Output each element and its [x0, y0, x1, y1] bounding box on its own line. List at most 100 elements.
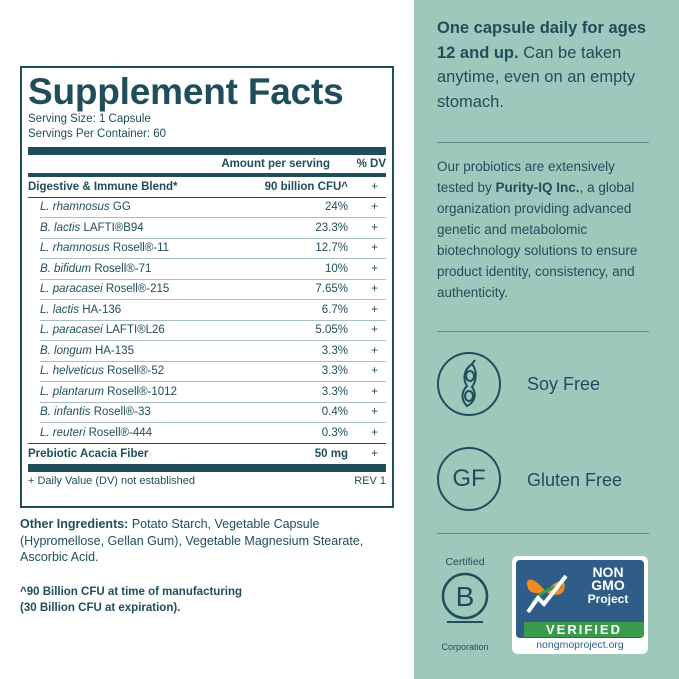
facts-footer: + Daily Value (DV) not established REV 1	[28, 472, 386, 490]
ingredient-name: L. rhamnosus GG	[40, 201, 325, 213]
facts-row: B. bifidum Rosell®-71 10% +	[40, 259, 386, 280]
species-name: L. paracasei	[40, 324, 103, 337]
species-name: L. reuteri	[40, 426, 86, 439]
ingredient-dv: +	[371, 180, 378, 193]
species-name: L. rhamnosus	[40, 201, 110, 214]
facts-row: B. lactis LAFTI®B94 23.3% +	[40, 218, 386, 239]
species-name: B. longum	[40, 344, 92, 357]
facts-row: Prebiotic Acacia Fiber 50 mg +	[28, 444, 386, 465]
soy-free-badge	[437, 352, 501, 416]
facts-row: L. reuteri Rosell®-444 0.3% +	[28, 423, 386, 444]
ingredient-amount: 90 billion CFU^	[264, 180, 348, 193]
left-panel	[0, 0, 414, 679]
species-name: L. paracasei	[40, 283, 103, 296]
non-gmo-badge: NON GMO Project VERIFIED	[516, 560, 644, 638]
other-ingredients: Other Ingredients: Potato Starch, Vegeta…	[20, 516, 400, 566]
ingredient-amount: 5.05%	[315, 324, 348, 337]
ingredient-amount: 3.3%	[321, 385, 348, 398]
ingredient-dv: +	[371, 262, 378, 275]
ingredient-name: L. plantarum Rosell®-1012	[40, 386, 322, 398]
strain-name: Rosell®-33	[90, 406, 151, 419]
species-name: B. lactis	[40, 221, 81, 234]
butterfly-icon	[526, 574, 568, 614]
strain-name: HA-135	[91, 344, 134, 357]
gluten-free-label: Gluten Free	[527, 470, 623, 490]
bcorp-letter: B	[456, 581, 475, 612]
ingredient-name: L. helveticus Rosell®-52	[40, 365, 322, 377]
dosage-rest: Can be taken anytime, even on an empty s…	[437, 43, 636, 111]
ingredient-name: B. bifidum Rosell®-71	[40, 263, 325, 275]
ingredient-name: B. longum HA-135	[40, 345, 322, 357]
facts-row: L. lactis HA-136 6.7% +	[40, 300, 386, 321]
ingredient-amount: 3.3%	[321, 365, 348, 378]
ingredient-amount: 0.4%	[321, 406, 348, 419]
ingredient-dv: +	[371, 242, 378, 255]
ingredient-dv: +	[371, 221, 378, 234]
divider-1	[437, 142, 649, 143]
facts-row: L. helveticus Rosell®-52 3.3% +	[40, 362, 386, 382]
soybean-pod-icon	[461, 359, 477, 408]
facts-row: L. plantarum Rosell®-1012 3.3% +	[40, 382, 386, 403]
ingredient-amount: 3.3%	[321, 344, 348, 357]
ngmo-url: nongmoproject.org	[536, 639, 624, 651]
ingredient-dv: +	[371, 201, 378, 214]
facts-row: Digestive & Immune Blend* 90 billion CFU^…	[28, 177, 386, 198]
facts-row: L. paracasei Rosell®-215 7.65% +	[40, 280, 386, 300]
species-name: L. plantarum	[40, 385, 104, 398]
ingredient-dv: +	[371, 324, 378, 337]
ingredient-name: L. paracasei LAFTI®L26	[40, 324, 315, 336]
ingredient-dv: +	[371, 426, 378, 439]
testing-pre: Our probiotics are extensively tested by	[437, 159, 615, 195]
servings-per-container: Servings Per Container: 60	[28, 128, 167, 140]
gluten-free-badge: GF	[437, 447, 501, 511]
facts-rows: Digestive & Immune Blend* 90 billion CFU^…	[28, 177, 386, 464]
divider-2	[437, 331, 649, 332]
ingredient-amount: 23.3%	[315, 221, 348, 234]
ngmo-project: Project	[587, 592, 629, 606]
ingredient-dv: +	[371, 344, 378, 357]
strain-name: LAFTI®B94	[80, 221, 144, 234]
ingredient-amount: 12.7%	[315, 242, 348, 255]
dosage-bold: One capsule daily for ages 12 and up.	[437, 19, 647, 62]
species-name: L. helveticus	[40, 365, 104, 378]
strain-name: Rosell®-11	[109, 242, 170, 255]
cfu-note-line-1: ^90 Billion CFU at time of manufacturing	[20, 586, 243, 598]
ingredient-dv: +	[371, 283, 378, 296]
ingredient-amount: 6.7%	[321, 303, 348, 316]
testing-bold: Purity-IQ Inc.	[495, 180, 580, 195]
ingredient-amount: 50 mg	[314, 447, 348, 460]
ingredient-dv: +	[371, 365, 378, 378]
facts-row: L. rhamnosus GG 24% +	[40, 198, 386, 218]
ngmo-title-gmo: GMO	[591, 577, 625, 593]
other-ingredients-text: Potato Starch, Vegetable Capsule (Hyprom…	[20, 517, 364, 564]
facts-row: L. paracasei LAFTI®L26 5.05% +	[40, 321, 386, 341]
ingredient-name: B. lactis LAFTI®B94	[40, 222, 315, 234]
testing-text: Our probiotics are extensively tested by…	[437, 156, 655, 303]
bcorp-certified-text: Certified	[445, 556, 485, 568]
strain-name: Rosell®-52	[103, 365, 165, 378]
non-gmo-project-logo: NON GMO Project VERIFIED nongmoproject.o…	[512, 556, 648, 654]
gf-icon: GF	[452, 465, 486, 492]
dosage-text: One capsule daily for ages 12 and up. Ca…	[437, 16, 655, 114]
certified-b-corp-logo: Certified B Corporation	[437, 556, 493, 652]
serving-size: Serving Size: 1 Capsule	[28, 113, 151, 125]
species-name: L. lactis	[40, 303, 79, 316]
top-divider-bar	[28, 147, 386, 155]
ingredient-dv: +	[371, 447, 378, 460]
ingredient-name: L. rhamnosus Rosell®-11	[40, 242, 315, 254]
ingredient-name: L. lactis HA-136	[40, 304, 322, 316]
ingredient-amount: 24%	[324, 201, 348, 214]
species-name: L. rhamnosus	[40, 242, 110, 255]
dv-header: % DV	[356, 158, 386, 170]
other-ingredients-label: Other Ingredients:	[20, 517, 129, 531]
bcorp-corporation-text: Corporation	[441, 642, 489, 652]
soy-free-label: Soy Free	[527, 374, 601, 394]
species-name: B. bifidum	[40, 262, 92, 275]
strain-name: Rosell®-71	[91, 262, 152, 275]
strain-name: Rosell®-1012	[103, 385, 177, 398]
ingredient-dv: +	[371, 406, 378, 419]
ingredient-dv: +	[371, 385, 378, 398]
ngmo-title: NON GMO	[574, 565, 642, 593]
strain-name: Rosell®-215	[102, 283, 170, 296]
supplement-facts-panel: Supplement Facts Serving Size: 1 Capsule…	[20, 66, 394, 508]
